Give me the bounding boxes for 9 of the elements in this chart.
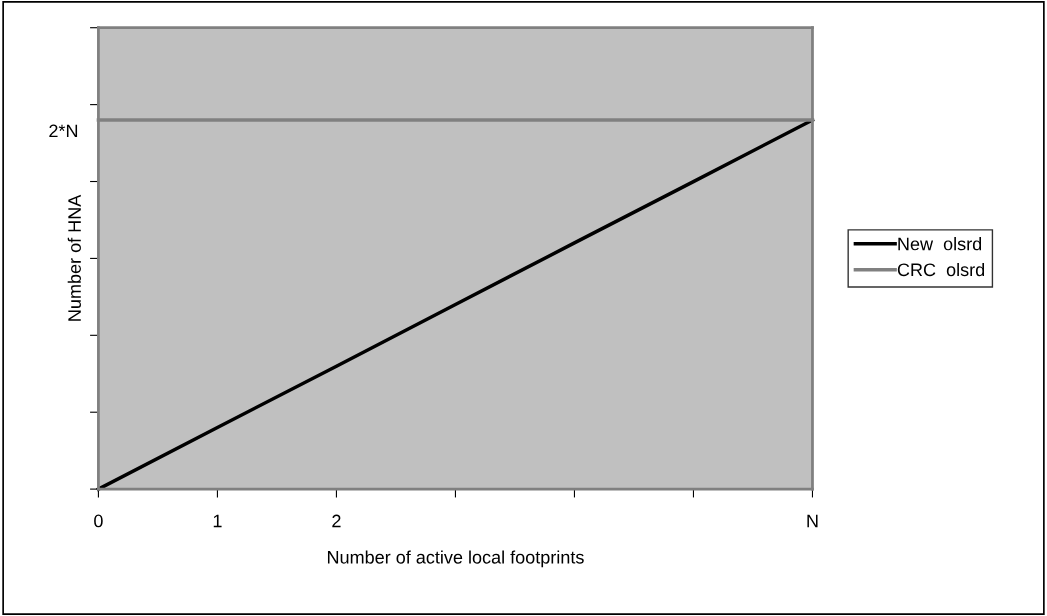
x-tick-label: N [807, 514, 818, 528]
x-axis-title: Number of active local footprints [327, 550, 584, 568]
text: 2*N [49, 124, 78, 138]
legend-label: CRC olsrd [897, 262, 985, 277]
x-tick-label: 1 [213, 514, 222, 528]
x-tick-label: 2 [332, 514, 341, 528]
y-axis-title: Number of HNA [67, 194, 81, 321]
x-tick-label: 0 [94, 514, 103, 528]
legend-label: New olsrd [898, 237, 982, 251]
